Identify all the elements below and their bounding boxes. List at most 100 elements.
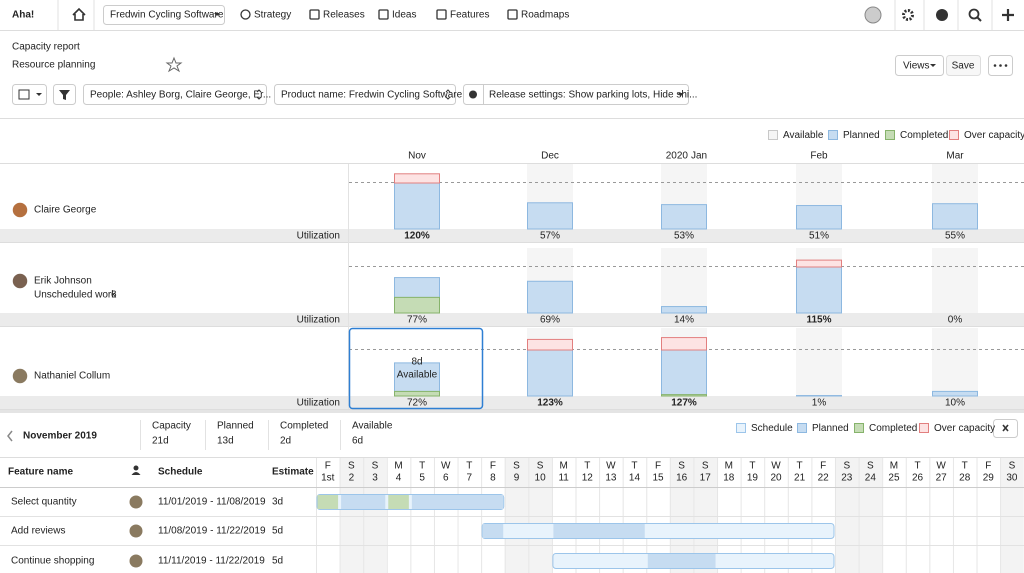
weekday-label: S	[1009, 461, 1016, 472]
weekday-label: T	[419, 461, 425, 472]
breadcrumb: Capacity report	[12, 42, 80, 53]
utilization-row	[0, 229, 1024, 242]
nav-icon	[240, 9, 251, 20]
legend-swatch	[768, 130, 778, 140]
feature-link[interactable]: Continue shopping	[11, 556, 94, 567]
utilization-value: 14%	[674, 315, 694, 326]
day-label: 28	[959, 473, 971, 484]
day-label: 8	[490, 473, 496, 484]
over-capacity-bar	[394, 173, 440, 184]
estimate: 3d	[272, 497, 283, 508]
unscheduled-count[interactable]: 6	[111, 290, 117, 301]
legend-label: Available	[783, 130, 824, 141]
planned-bar	[932, 203, 978, 230]
planned-bar	[394, 182, 440, 230]
weekday-label: S	[348, 461, 355, 472]
help-icon[interactable]	[936, 9, 948, 21]
detail-month: November 2019	[23, 431, 97, 442]
weekend-column	[693, 458, 718, 573]
nav-item[interactable]: Roadmaps	[521, 10, 569, 21]
day-label: 3	[372, 473, 378, 484]
day-label: 20	[770, 473, 782, 484]
day-label: 24	[865, 473, 877, 484]
caret	[930, 64, 936, 67]
weekend-column	[1000, 458, 1024, 573]
planned-bar	[527, 202, 573, 230]
over-capacity-bar	[661, 337, 707, 351]
filter-chip[interactable]	[463, 84, 689, 105]
schedule-dates: 11/08/2019 - 11/22/2019	[158, 526, 266, 537]
legend-label: Over capacity	[934, 423, 995, 434]
legend-swatch	[919, 423, 929, 433]
unscheduled-label: Unscheduled work	[34, 290, 117, 301]
settings-icon[interactable]	[902, 9, 914, 21]
stat-label: Completed	[280, 421, 328, 432]
day-label: 17	[700, 473, 712, 484]
favorite-star[interactable]	[165, 56, 183, 73]
selected-cell[interactable]	[348, 327, 484, 410]
column-header: Feature name	[8, 467, 73, 478]
legend-label: Completed	[869, 423, 917, 434]
month-label: Nov	[408, 151, 426, 162]
weekday-label: F	[985, 461, 991, 472]
weekday-label: M	[394, 461, 402, 472]
utilization-value: 120%	[404, 231, 430, 242]
close-icon	[1002, 424, 1009, 432]
month-column	[796, 328, 842, 396]
filter-label: Product name: Fredwin Cycling Software	[281, 90, 463, 101]
weekend-column	[669, 458, 694, 573]
day-label: 9	[514, 473, 520, 484]
day-label: 27	[936, 473, 948, 484]
weekday-label: T	[584, 461, 590, 472]
planned-bar	[796, 266, 842, 314]
funnel-icon	[59, 90, 70, 100]
weekday-label: F	[655, 461, 661, 472]
weekday-label: T	[797, 461, 803, 472]
nav-item[interactable]: Ideas	[392, 10, 416, 21]
weekday-label: S	[678, 461, 685, 472]
weekend-column	[363, 458, 387, 573]
nav-item[interactable]: Releases	[323, 10, 365, 21]
weekend-column	[858, 458, 883, 573]
day-label: 15	[652, 473, 664, 484]
filter-chip[interactable]	[83, 84, 267, 105]
utilization-row	[0, 396, 1024, 409]
day-label: 1st	[321, 473, 335, 484]
home-icon[interactable]	[72, 7, 86, 21]
weekday-label: T	[914, 461, 920, 472]
filter-chip[interactable]	[274, 84, 456, 105]
workspace-dropdown[interactable]	[103, 5, 225, 25]
user-avatar[interactable]	[864, 6, 882, 24]
remove-icon[interactable]	[469, 90, 477, 99]
nav-icon	[436, 9, 447, 20]
planned-segment	[553, 524, 645, 538]
column-header: Estimate	[272, 467, 314, 478]
legend-swatch	[949, 130, 959, 140]
feature-link[interactable]: Add reviews	[11, 526, 65, 537]
stat-label: Capacity	[152, 421, 191, 432]
person-name: Nathaniel Collum	[34, 371, 110, 382]
planned-segment	[647, 554, 716, 568]
save-button[interactable]	[946, 55, 981, 76]
workspace-name: Fredwin Cycling Software	[110, 10, 224, 21]
avatar	[128, 553, 144, 569]
weekday-label: W	[606, 461, 616, 472]
prev-month[interactable]	[7, 430, 13, 442]
day-label: 2	[349, 473, 355, 484]
day-label: 26	[912, 473, 924, 484]
month-label: Jan	[691, 151, 707, 162]
search-icon[interactable]	[968, 8, 980, 20]
planned-segment	[341, 495, 386, 509]
legend-swatch	[797, 423, 807, 433]
nav-item[interactable]: Features	[450, 10, 489, 21]
logo[interactable]: Aha!	[12, 10, 34, 21]
views-button[interactable]	[895, 55, 944, 76]
utilization-value: 53%	[674, 231, 694, 242]
feature-link[interactable]: Select quantity	[11, 497, 77, 508]
add-icon[interactable]	[1002, 9, 1014, 21]
views-label: Views	[903, 61, 930, 72]
nav-item[interactable]: Strategy	[254, 10, 291, 21]
day-label: 14	[629, 473, 641, 484]
day-label: 30	[1006, 473, 1018, 484]
